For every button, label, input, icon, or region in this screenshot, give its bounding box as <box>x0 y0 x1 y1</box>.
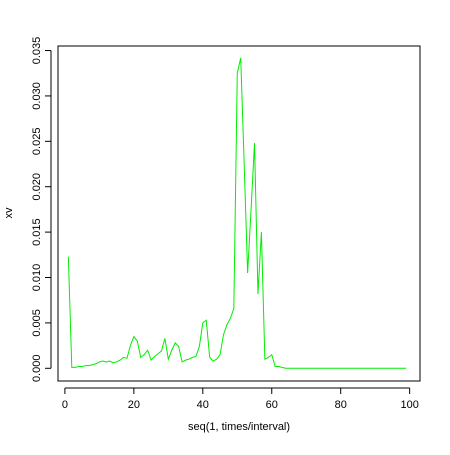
y-tick-label: 0.015 <box>31 218 43 246</box>
x-tick-label: 60 <box>266 399 278 411</box>
x-axis-label: seq(1, times/interval) <box>188 421 290 433</box>
x-tick-label: 100 <box>400 399 418 411</box>
y-tick-label: 0.025 <box>31 128 43 156</box>
x-tick-label: 0 <box>62 399 68 411</box>
x-tick-label: 20 <box>128 399 140 411</box>
y-tick-label: 0.030 <box>31 82 43 110</box>
x-axis: 0 20 40 60 80 100 <box>62 387 419 411</box>
x-tick-label: 40 <box>197 399 209 411</box>
y-tick-label: 0.010 <box>31 264 43 292</box>
y-axis-label: xv <box>3 207 15 219</box>
series-line <box>67 57 407 369</box>
y-tick-label: 0.000 <box>31 355 43 383</box>
y-tick-label: 0.035 <box>31 37 43 65</box>
plot-frame <box>57 45 421 382</box>
y-axis: 0.000 0.005 0.010 0.015 0.020 0.025 0.030 0.035 <box>31 37 52 383</box>
y-tick-label: 0.020 <box>31 173 43 201</box>
x-tick-label: 80 <box>335 399 347 411</box>
y-tick-label: 0.005 <box>31 309 43 337</box>
